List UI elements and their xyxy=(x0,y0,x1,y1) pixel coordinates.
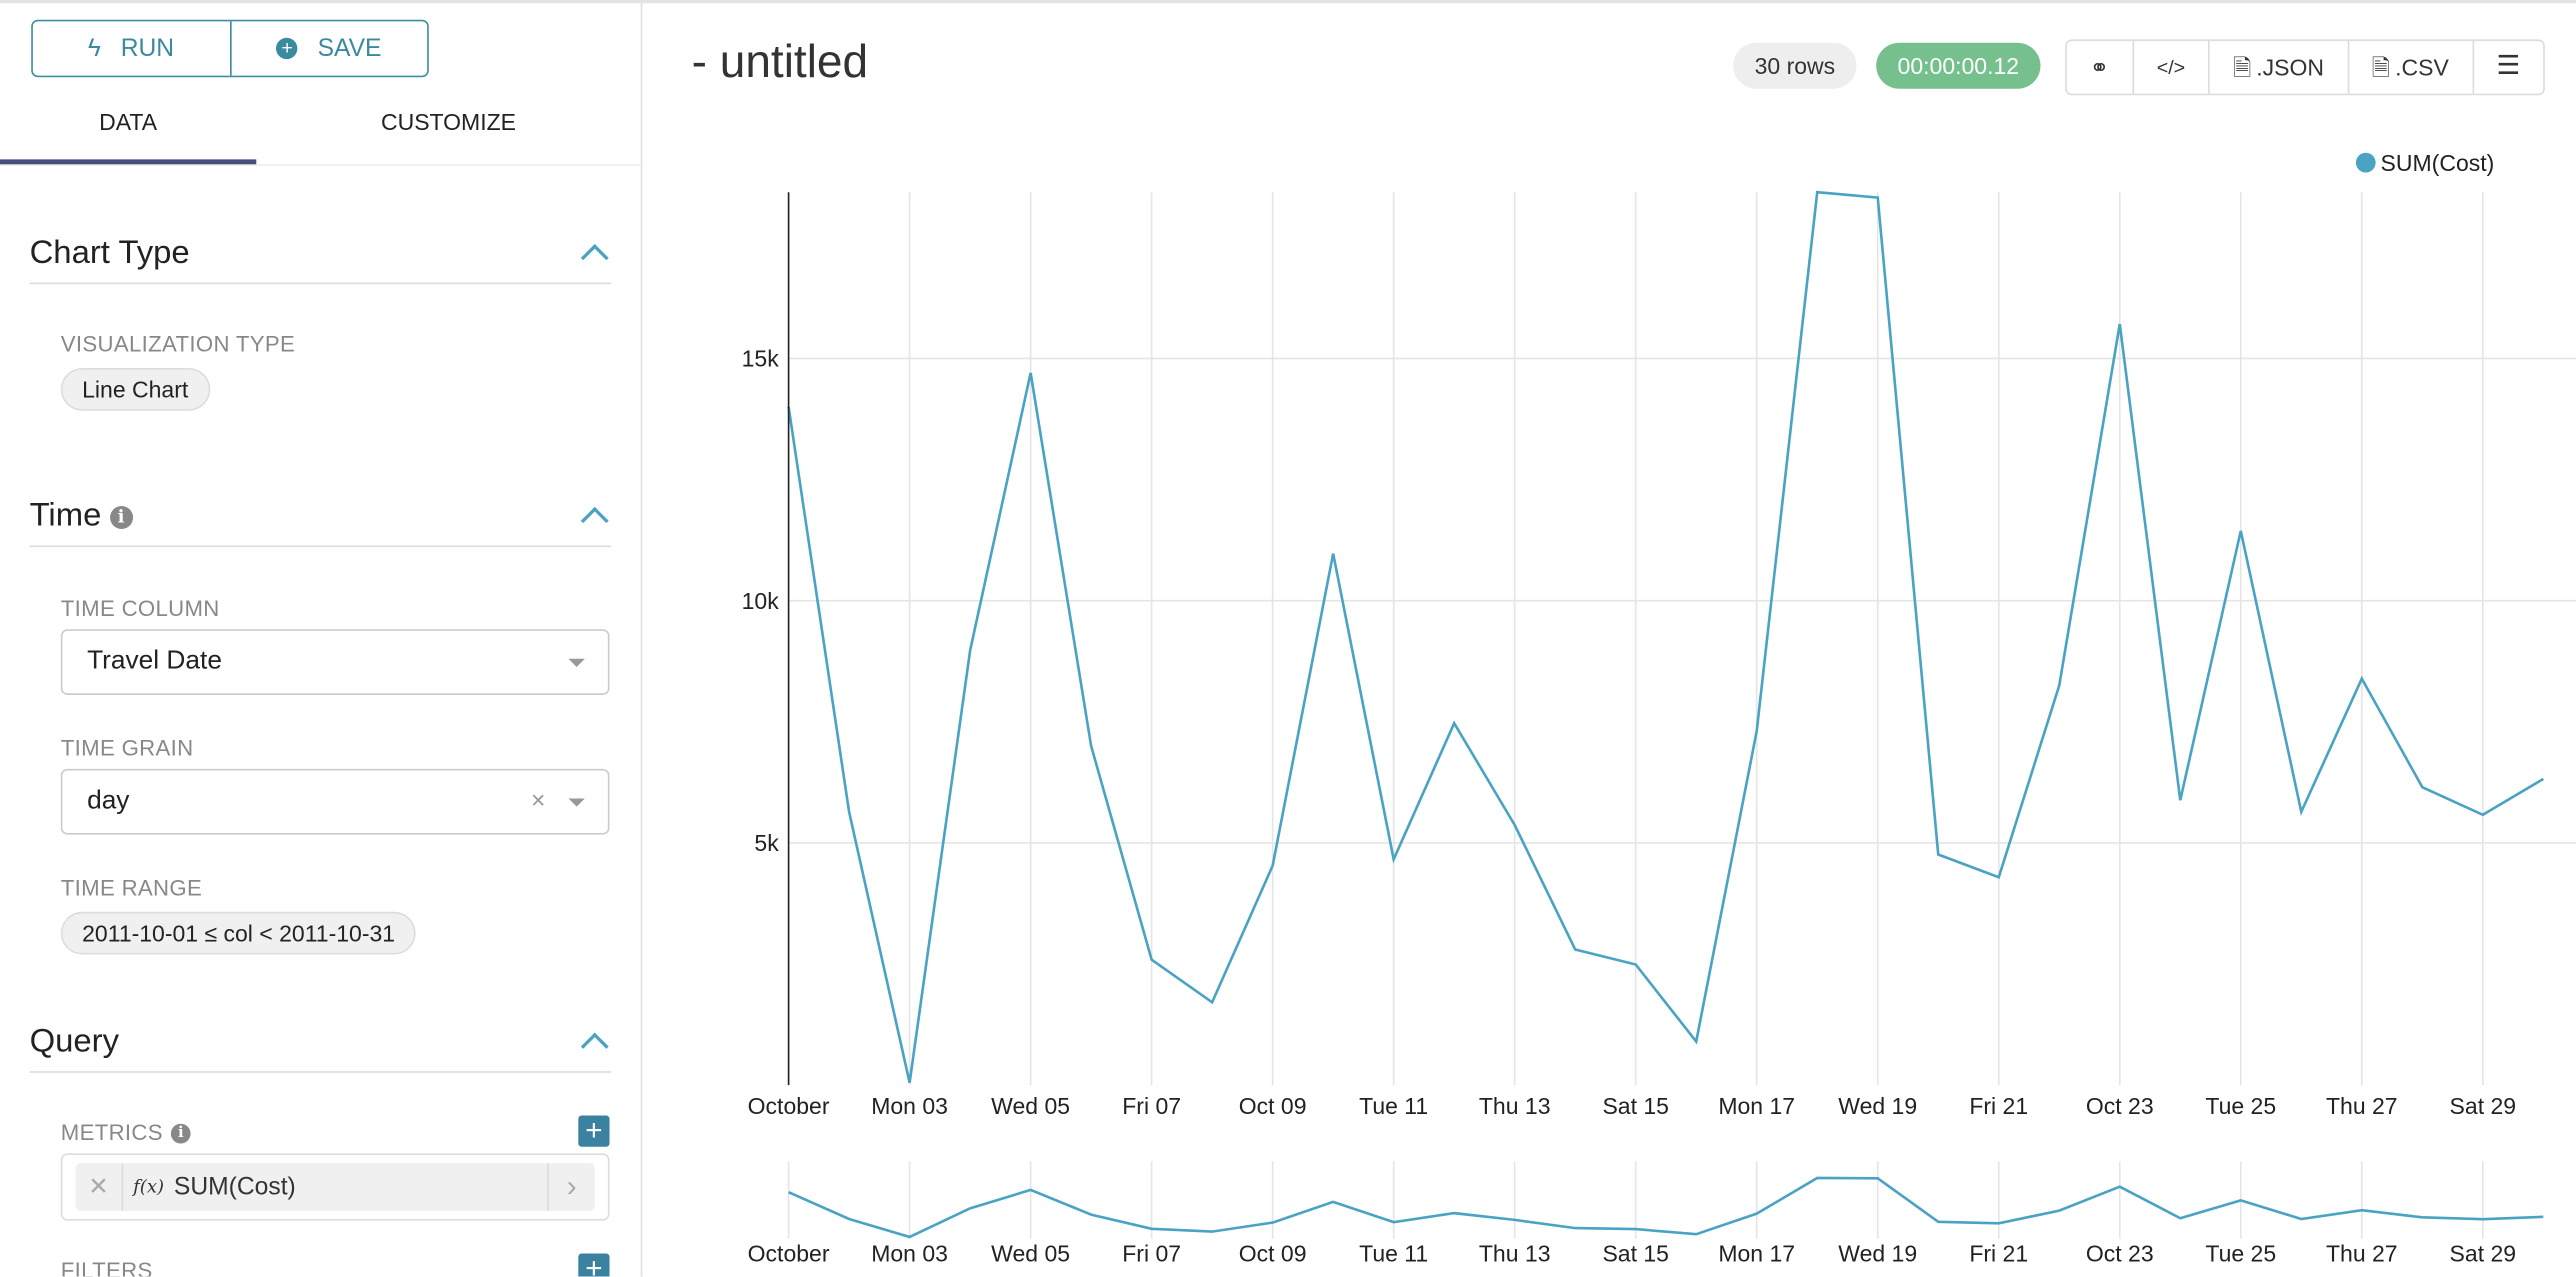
x-tick-label: Thu 27 xyxy=(2326,1093,2398,1119)
legend[interactable]: SUM(Cost) xyxy=(2356,150,2494,176)
chevron-up-icon[interactable] xyxy=(581,244,609,272)
x-tick-label: Fri 21 xyxy=(1969,1093,2028,1119)
brush-x-tick-label: Tue 11 xyxy=(1359,1241,1428,1267)
time-grain-select[interactable]: day× xyxy=(61,769,610,835)
brush-line xyxy=(789,1178,2544,1237)
brush-x-tick-label: Thu 27 xyxy=(2326,1241,2398,1267)
metric-chip[interactable]: ✕ f(x) SUM(Cost) › xyxy=(76,1163,595,1211)
bolt-icon: ϟ xyxy=(88,35,101,63)
add-filter-button[interactable]: + xyxy=(578,1254,609,1277)
x-tick-label: Sat 15 xyxy=(1602,1093,1669,1119)
x-tick-label: Sat 29 xyxy=(2450,1093,2516,1119)
chevron-up-icon[interactable] xyxy=(581,507,609,535)
info-icon[interactable]: i xyxy=(110,505,133,528)
x-tick-label: Oct 09 xyxy=(1239,1093,1307,1119)
x-tick-label: Mon 03 xyxy=(871,1093,948,1119)
x-tick-label: Wed 05 xyxy=(991,1093,1070,1119)
brush-x-tick-label: Mon 17 xyxy=(1718,1241,1795,1267)
brush-x-tick-label: Fri 07 xyxy=(1122,1241,1181,1267)
info-icon[interactable]: i xyxy=(171,1124,191,1144)
section-chart-type[interactable]: Chart Type xyxy=(30,223,612,284)
time-range-pill[interactable]: 2011-10-01 ≤ col < 2011-10-31 xyxy=(61,912,417,955)
tab-data[interactable]: DATA xyxy=(0,85,256,164)
time-column-select[interactable]: Travel Date xyxy=(61,629,610,695)
caret-down-icon xyxy=(568,798,584,806)
x-tick-label: Tue 11 xyxy=(1359,1093,1428,1119)
clear-icon[interactable]: × xyxy=(531,771,545,833)
section-query[interactable]: Query xyxy=(30,1012,612,1073)
time-range-label: TIME RANGE xyxy=(61,876,202,901)
brush-x-tick-label: Tue 25 xyxy=(2205,1241,2276,1267)
brush-x-tick-label: Oct 23 xyxy=(2086,1241,2154,1267)
brush-x-tick-label: Sat 15 xyxy=(1602,1241,1669,1267)
brush-x-tick-label: Fri 21 xyxy=(1969,1241,2028,1267)
remove-icon[interactable]: ✕ xyxy=(76,1163,124,1211)
y-tick-label: 10k xyxy=(742,588,780,614)
viz-type-label: VISUALIZATION TYPE xyxy=(61,332,295,357)
line-chart: SUM(Cost) October October Mon 03 Mon 03 Wed … xyxy=(642,3,2576,1276)
chevron-right-icon[interactable]: › xyxy=(547,1163,595,1211)
chevron-up-icon[interactable] xyxy=(581,1033,609,1061)
x-tick-label: Wed 19 xyxy=(1838,1093,1917,1119)
tab-customize[interactable]: CUSTOMIZE xyxy=(256,85,640,164)
brush-x-tick-label: Mon 03 xyxy=(871,1241,948,1267)
x-tick-label: Oct 23 xyxy=(2086,1093,2154,1119)
x-tick-label: Fri 07 xyxy=(1122,1093,1181,1119)
x-tick-label: Tue 25 xyxy=(2205,1093,2276,1119)
add-metric-button[interactable]: + xyxy=(578,1116,609,1147)
legend-marker xyxy=(2356,153,2376,173)
viz-type-pill[interactable]: Line Chart xyxy=(61,368,210,411)
brush-x-tick-label: Oct 09 xyxy=(1239,1241,1307,1267)
function-icon: f(x) xyxy=(133,1176,164,1197)
brush-x-tick-label: Thu 13 xyxy=(1479,1241,1551,1267)
tabs: DATA CUSTOMIZE xyxy=(0,85,641,166)
time-column-label: TIME COLUMN xyxy=(61,596,220,621)
x-tick-label: Mon 17 xyxy=(1718,1093,1795,1119)
legend-label: SUM(Cost) xyxy=(2381,150,2495,176)
caret-down-icon xyxy=(568,659,584,667)
plus-circle-icon: + xyxy=(276,38,297,59)
brush-x-tick-label: Sat 29 xyxy=(2450,1241,2516,1267)
x-tick-label: October xyxy=(748,1093,830,1119)
time-grain-label: TIME GRAIN xyxy=(61,736,194,761)
series-line xyxy=(789,192,2544,1082)
brush-x-tick-label: Wed 19 xyxy=(1838,1241,1917,1267)
metrics-field[interactable]: ✕ f(x) SUM(Cost) › xyxy=(61,1153,610,1220)
brush-x-tick-label: Wed 05 xyxy=(991,1241,1070,1267)
save-button[interactable]: +SAVE xyxy=(229,21,427,75)
y-tick-label: 5k xyxy=(754,830,779,856)
y-tick-label: 15k xyxy=(742,346,780,372)
x-tick-label: Thu 13 xyxy=(1479,1093,1551,1119)
main-panel: - untitled 30 rows 00:00:00.12 ⚭ </> 🗎.J… xyxy=(642,3,2576,1276)
brush-x-tick-label: October xyxy=(748,1241,830,1267)
